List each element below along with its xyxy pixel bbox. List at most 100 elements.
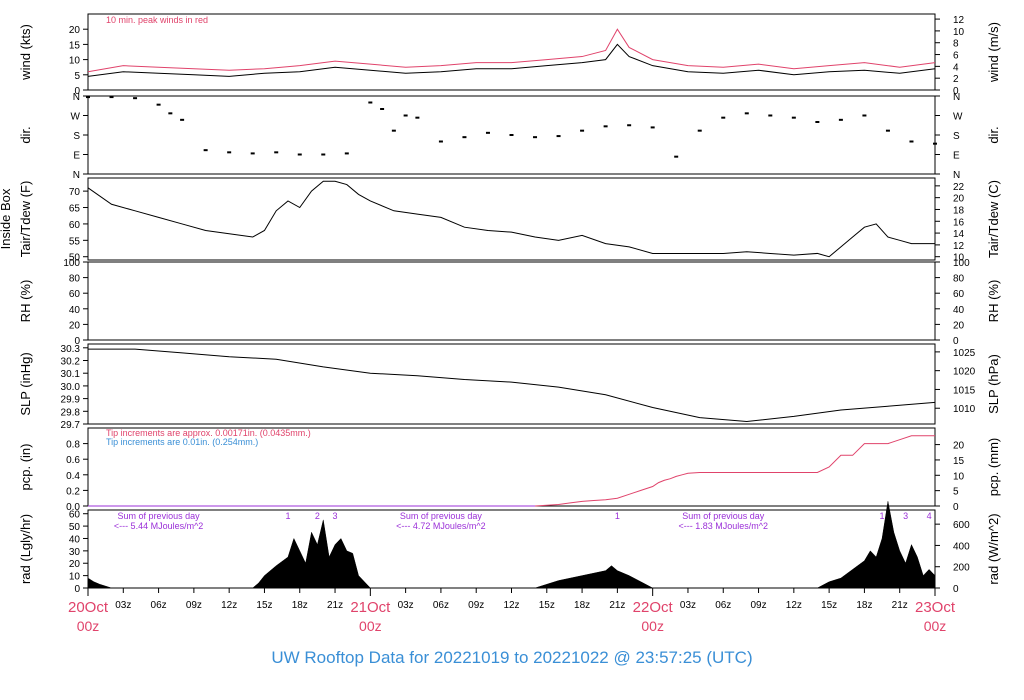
dir-ytick-label-right: N bbox=[953, 170, 960, 181]
time-tick-label: 15z bbox=[539, 600, 555, 611]
slp-ytick-label-left: 29.7 bbox=[61, 420, 81, 431]
pcp-note-red: Tip increments are approx. 0.00171in. (0… bbox=[106, 428, 311, 438]
rad-ytick-label-left: 30 bbox=[69, 547, 81, 558]
dir-ytick-label-left: N bbox=[73, 92, 80, 103]
slp-ylabel-left: SLP (inHg) bbox=[18, 352, 33, 415]
dir-ytick-label-left: W bbox=[71, 112, 81, 123]
wind-ylabel-right: wind (m/s) bbox=[986, 22, 1001, 83]
time-tick-label: 03z bbox=[115, 600, 131, 611]
time-tick-label: 09z bbox=[750, 600, 766, 611]
dir-point bbox=[650, 126, 655, 129]
time-tick-label: 09z bbox=[186, 600, 202, 611]
dir-point bbox=[321, 153, 326, 156]
dir-point bbox=[485, 131, 490, 134]
rh-ytick-label-right: 40 bbox=[953, 305, 965, 316]
slp-ytick-label-left: 29.9 bbox=[61, 395, 81, 406]
wind-ytick-label-left: 15 bbox=[69, 40, 81, 51]
dir-point bbox=[227, 151, 232, 154]
time-tick-label: 21z bbox=[892, 600, 908, 611]
dir-ylabel-right: dir. bbox=[986, 126, 1001, 143]
dir-point bbox=[250, 152, 255, 155]
dir-point bbox=[580, 129, 585, 132]
time-tick-label: 03z bbox=[680, 600, 696, 611]
pcp-ylabel-right: pcp. (mm) bbox=[986, 438, 1001, 497]
wind-ytick-label-right: 8 bbox=[953, 39, 959, 50]
temp-frame bbox=[87, 177, 936, 261]
rh-ylabel-left: RH (%) bbox=[18, 280, 33, 323]
dir-point bbox=[627, 124, 632, 127]
rad-ytick-label-left: 50 bbox=[69, 522, 81, 533]
dir-point bbox=[391, 129, 396, 132]
temp-ytick-label-left: 65 bbox=[69, 204, 81, 215]
pcp-ytick-label-right: 15 bbox=[953, 456, 965, 467]
dir-ytick-label-right: W bbox=[953, 112, 963, 123]
slp-series-line bbox=[88, 348, 936, 422]
dir-point bbox=[109, 96, 114, 99]
dir-point bbox=[815, 121, 820, 123]
rad-ytick-label-left: 0 bbox=[74, 584, 80, 595]
dir-point bbox=[697, 129, 702, 132]
pcp-ytick-label-left: 0.2 bbox=[66, 486, 80, 497]
dir-ytick-label-left: E bbox=[73, 151, 80, 162]
time-tick-label: 15z bbox=[821, 600, 837, 611]
slp-ylabel-right: SLP (hPa) bbox=[986, 354, 1001, 414]
rh-ytick-label-left: 0 bbox=[74, 336, 80, 347]
wind-ytick-label-right: 12 bbox=[953, 15, 965, 26]
temp-series-line bbox=[87, 180, 935, 258]
temp-ylabel-right: Tair/Tdew (C) bbox=[986, 180, 1001, 258]
temp-ytick-label-left: 70 bbox=[69, 187, 81, 198]
rh-ytick-label-right: 20 bbox=[953, 320, 965, 331]
wind-ytick-label-right: 10 bbox=[953, 27, 965, 38]
dir-point bbox=[909, 140, 914, 143]
dir-point bbox=[180, 118, 185, 121]
slp-ytick-label-left: 30.2 bbox=[61, 357, 81, 368]
rh-ytick-label-right: 80 bbox=[953, 274, 965, 285]
temp-ytick-label-right: 10 bbox=[953, 253, 965, 264]
dir-ytick-label-left: N bbox=[73, 170, 80, 181]
pcp-ytick-label-left: 0.8 bbox=[66, 440, 80, 451]
dir-point bbox=[168, 112, 173, 115]
dir-point bbox=[203, 149, 208, 152]
dir-ylabel-left: dir. bbox=[18, 126, 33, 143]
rad-ytick-label-left: 10 bbox=[69, 572, 81, 583]
dir-point bbox=[556, 135, 561, 138]
dir-point bbox=[462, 136, 467, 139]
time-tick-label: 18z bbox=[856, 600, 872, 611]
wind-ytick-label-right: 0 bbox=[953, 86, 959, 97]
rh-ytick-label-right: 60 bbox=[953, 289, 965, 300]
rad-frame bbox=[87, 509, 936, 589]
pcp-ylabel-left: pcp. (in) bbox=[18, 444, 33, 491]
rad-marker: 1 bbox=[880, 511, 885, 521]
dir-point bbox=[674, 155, 679, 158]
dir-ytick-label-right: N bbox=[953, 92, 960, 103]
rad-ytick-label-right: 0 bbox=[953, 584, 959, 595]
pcp-note-blue: Tip increments are 0.01in. (0.254mm.) bbox=[106, 437, 258, 447]
dir-point bbox=[156, 103, 161, 106]
time-tick-label: 03z bbox=[398, 600, 414, 611]
temp-ytick-label-left: 60 bbox=[69, 220, 81, 231]
rad-daysum-line2: <--- 1.83 MJoules/m^2 bbox=[678, 521, 768, 531]
dir-point bbox=[403, 114, 408, 117]
pcp-ytick-label-left: 0.0 bbox=[66, 502, 80, 513]
dir-point bbox=[603, 125, 608, 128]
day-label-hour: 00z bbox=[641, 618, 664, 634]
pcp-ytick-label-right: 0 bbox=[953, 502, 959, 513]
rh-frame bbox=[87, 261, 936, 341]
rh-ytick-label-left: 100 bbox=[63, 258, 80, 269]
temp-ytick-label-right: 20 bbox=[953, 194, 965, 205]
time-tick-label: 12z bbox=[786, 600, 802, 611]
rad-ytick-label-left: 20 bbox=[69, 559, 81, 570]
rad-ytick-label-right: 600 bbox=[953, 520, 970, 531]
dir-point bbox=[744, 112, 749, 115]
wind-ytick-label-right: 4 bbox=[953, 62, 959, 73]
rad-marker: 1 bbox=[285, 511, 290, 521]
rh-ylabel-right: RH (%) bbox=[986, 280, 1001, 323]
time-tick-label: 12z bbox=[503, 600, 519, 611]
wind-ytick-label-left: 20 bbox=[69, 25, 81, 36]
rad-marker: 3 bbox=[333, 511, 338, 521]
rad-ytick-label-left: 40 bbox=[69, 534, 81, 545]
dir-point bbox=[721, 116, 726, 119]
dir-ytick-label-right: S bbox=[953, 131, 960, 142]
slp-ytick-label-left: 30.0 bbox=[61, 382, 81, 393]
time-tick-label: 21z bbox=[609, 600, 625, 611]
